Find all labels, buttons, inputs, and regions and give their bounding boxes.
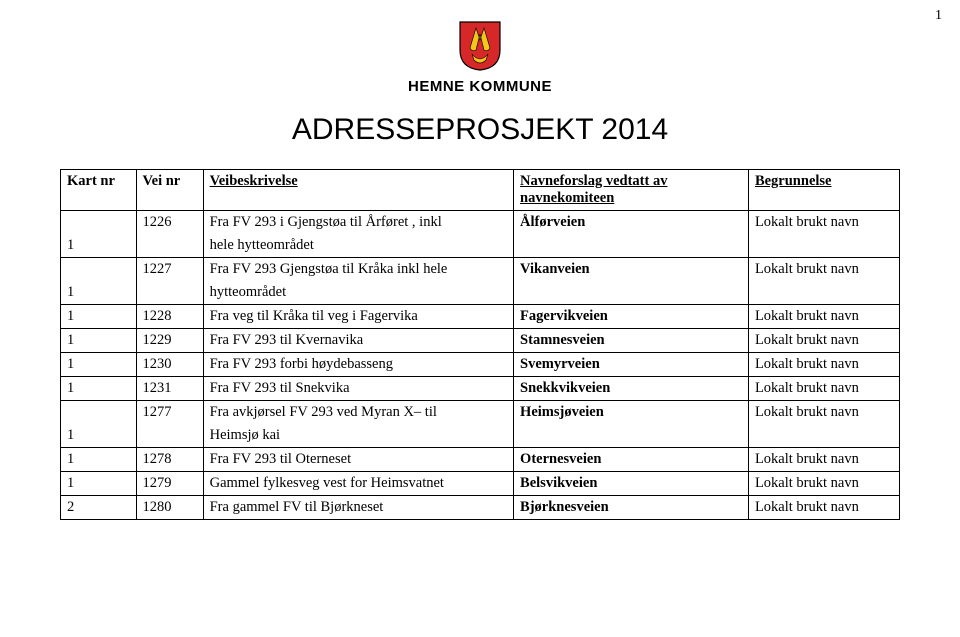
cell-begr: Lokalt brukt navn: [748, 329, 899, 353]
cell-besk: Fra gammel FV til Bjørkneset: [203, 496, 513, 520]
cell-kart: 1: [61, 281, 137, 305]
cell-vei: 1277: [136, 401, 203, 425]
document-page: 1 HEMNE KOMMUNE ADRESSEPROSJEKT 2014 Kar…: [0, 0, 960, 637]
cell-vei: [136, 281, 203, 305]
cell-navn: Fagervikveien: [514, 305, 749, 329]
cell-begr: Lokalt brukt navn: [748, 353, 899, 377]
table-row: 1226Fra FV 293 i Gjengstøa til Årføret ,…: [61, 211, 900, 235]
cell-besk: Fra FV 293 forbi høydebasseng: [203, 353, 513, 377]
table-row: 1 Heimsjø kai: [61, 424, 900, 448]
cell-besk: Fra FV 293 til Kvernavika: [203, 329, 513, 353]
cell-besk: Gammel fylkesveg vest for Heimsvatnet: [203, 472, 513, 496]
table-row: 11278Fra FV 293 til OternesetOternesveie…: [61, 448, 900, 472]
cell-kart: 1: [61, 448, 137, 472]
cell-besk: Fra avkjørsel FV 293 ved Myran X– til: [203, 401, 513, 425]
cell-kart: 1: [61, 472, 137, 496]
cell-begr: Lokalt brukt navn: [748, 472, 899, 496]
col-besk: Veibeskrivelse: [203, 170, 513, 211]
cell-kart: [61, 258, 137, 282]
cell-besk: Fra FV 293 i Gjengstøa til Årføret , ink…: [203, 211, 513, 235]
cell-vei: [136, 424, 203, 448]
table-row: 21280Fra gammel FV til BjørknesetBjørkne…: [61, 496, 900, 520]
cell-besk: Fra FV 293 Gjengstøa til Kråka inkl hele: [203, 258, 513, 282]
cell-navn: Belsvikveien: [514, 472, 749, 496]
cell-kart: 1: [61, 329, 137, 353]
page-number: 1: [935, 8, 942, 24]
cell-kart: 1: [61, 377, 137, 401]
kommune-label: HEMNE KOMMUNE: [60, 78, 900, 95]
cell-vei: 1229: [136, 329, 203, 353]
cell-navn: Svemyrveien: [514, 353, 749, 377]
cell-begr: Lokalt brukt navn: [748, 448, 899, 472]
col-begr: Begrunnelse: [748, 170, 899, 211]
cell-kart: [61, 211, 137, 235]
cell-besk: hele hytteområdet: [203, 234, 513, 258]
document-title: ADRESSEPROSJEKT 2014: [60, 113, 900, 147]
cell-kart: 1: [61, 424, 137, 448]
cell-navn: Heimsjøveien: [514, 401, 749, 425]
table-header-row: Kart nr Vei nr Veibeskrivelse Navneforsl…: [61, 170, 900, 211]
cell-kart: 1: [61, 234, 137, 258]
table-row: 11230Fra FV 293 forbi høydebassengSvemyr…: [61, 353, 900, 377]
cell-navn: [514, 281, 749, 305]
col-navn: Navneforslag vedtatt av navnekomiteen: [514, 170, 749, 211]
cell-navn: Bjørknesveien: [514, 496, 749, 520]
cell-begr: Lokalt brukt navn: [748, 377, 899, 401]
cell-vei: 1230: [136, 353, 203, 377]
cell-begr: Lokalt brukt navn: [748, 258, 899, 282]
cell-begr: Lokalt brukt navn: [748, 305, 899, 329]
cell-navn: Snekkvikveien: [514, 377, 749, 401]
cell-kart: 1: [61, 353, 137, 377]
cell-besk: Heimsjø kai: [203, 424, 513, 448]
cell-navn: Stamnesveien: [514, 329, 749, 353]
cell-begr: [748, 281, 899, 305]
cell-vei: 1278: [136, 448, 203, 472]
col-vei: Vei nr: [136, 170, 203, 211]
cell-navn: [514, 234, 749, 258]
table-row: 1227Fra FV 293 Gjengstøa til Kråka inkl …: [61, 258, 900, 282]
cell-vei: 1279: [136, 472, 203, 496]
cell-kart: 1: [61, 305, 137, 329]
cell-besk: Fra FV 293 til Oterneset: [203, 448, 513, 472]
cell-kart: 2: [61, 496, 137, 520]
cell-begr: [748, 234, 899, 258]
table-row: 11231Fra FV 293 til SnekvikaSnekkvikveie…: [61, 377, 900, 401]
cell-besk: hytteområdet: [203, 281, 513, 305]
cell-kart: [61, 401, 137, 425]
cell-besk: Fra FV 293 til Snekvika: [203, 377, 513, 401]
cell-vei: 1227: [136, 258, 203, 282]
cell-begr: Lokalt brukt navn: [748, 401, 899, 425]
cell-navn: Vikanveien: [514, 258, 749, 282]
cell-vei: 1226: [136, 211, 203, 235]
col-kart: Kart nr: [61, 170, 137, 211]
cell-vei: 1228: [136, 305, 203, 329]
cell-navn: [514, 424, 749, 448]
table-row: 11229Fra FV 293 til KvernavikaStamnesvei…: [61, 329, 900, 353]
address-table: Kart nr Vei nr Veibeskrivelse Navneforsl…: [60, 169, 900, 520]
table-row: 1 hytteområdet: [61, 281, 900, 305]
table-row: 1 hele hytteområdet: [61, 234, 900, 258]
cell-vei: 1280: [136, 496, 203, 520]
crest-icon: [458, 20, 502, 72]
cell-navn: Oternesveien: [514, 448, 749, 472]
cell-begr: [748, 424, 899, 448]
table-row: 1277Fra avkjørsel FV 293 ved Myran X– ti…: [61, 401, 900, 425]
cell-besk: Fra veg til Kråka til veg i Fagervika: [203, 305, 513, 329]
table-row: 11279Gammel fylkesveg vest for Heimsvatn…: [61, 472, 900, 496]
cell-vei: [136, 234, 203, 258]
table-row: 11228Fra veg til Kråka til veg i Fagervi…: [61, 305, 900, 329]
cell-vei: 1231: [136, 377, 203, 401]
cell-navn: Ålførveien: [514, 211, 749, 235]
cell-begr: Lokalt brukt navn: [748, 496, 899, 520]
cell-begr: Lokalt brukt navn: [748, 211, 899, 235]
